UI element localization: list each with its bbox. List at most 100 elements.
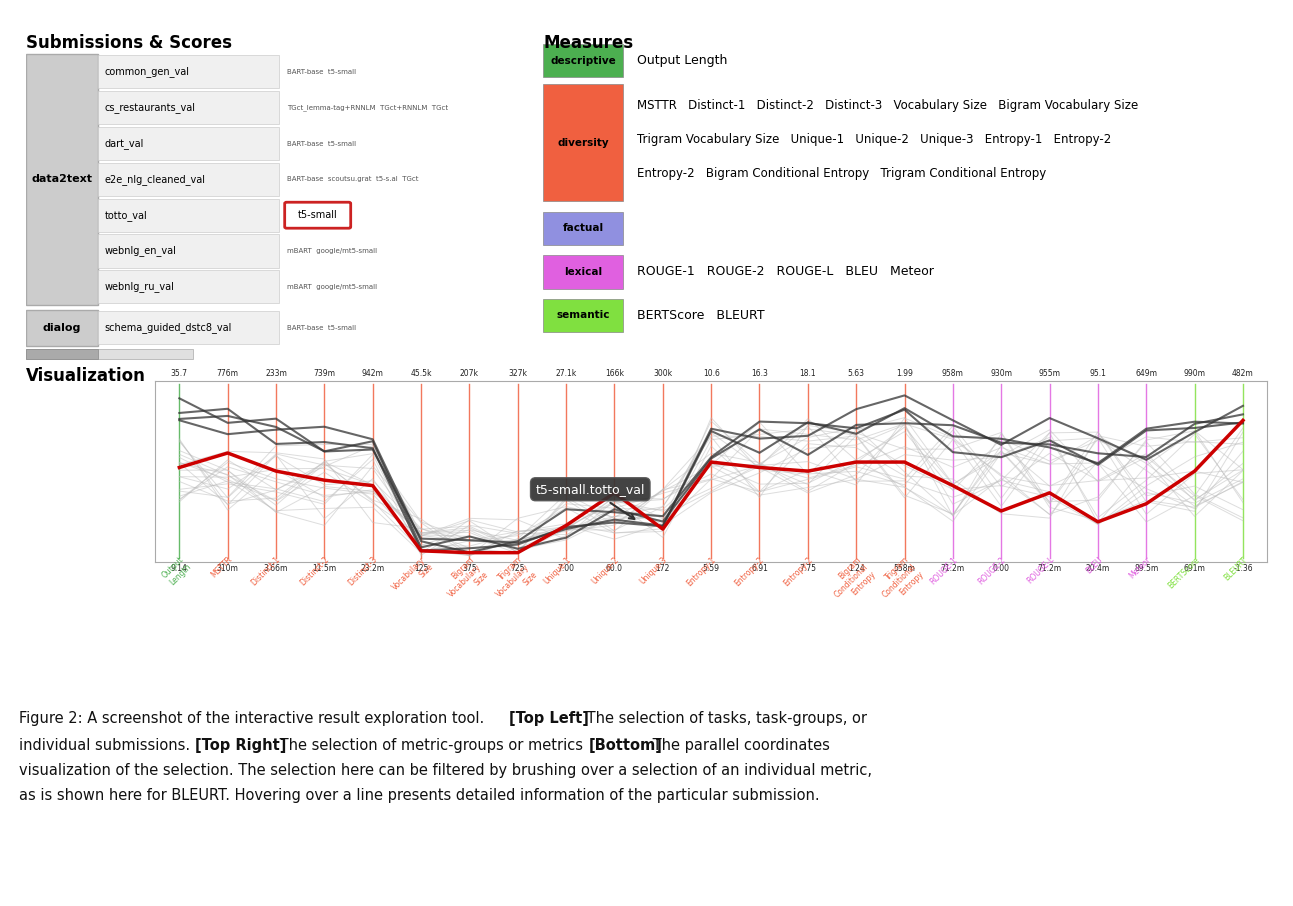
Text: BERTScore: BERTScore <box>1166 555 1201 590</box>
Text: Trigram
Vocabulary
Size: Trigram Vocabulary Size <box>487 555 539 606</box>
Text: visualization of the selection. The selection here can be filtered by brushing o: visualization of the selection. The sele… <box>19 763 873 778</box>
Text: dart_val: dart_val <box>105 138 145 149</box>
Text: totto_val: totto_val <box>105 210 147 221</box>
Text: individual submissions.: individual submissions. <box>19 738 195 754</box>
Text: 16.3: 16.3 <box>751 369 768 378</box>
Text: 310m: 310m <box>217 564 239 573</box>
Text: 942m: 942m <box>362 369 384 378</box>
Text: Unique-1: Unique-1 <box>542 555 573 586</box>
Bar <box>26 349 194 359</box>
Text: ROUGE-1   ROUGE-2   ROUGE-L   BLEU   Meteor: ROUGE-1 ROUGE-2 ROUGE-L BLEU Meteor <box>637 265 934 278</box>
Text: BART-base  scoutsu.grat  t5-s.al  TGct: BART-base scoutsu.grat t5-s.al TGct <box>287 177 418 182</box>
Text: Trigram
Conditional
Entropy: Trigram Conditional Entropy <box>874 555 926 607</box>
Text: The selection of metric-groups or metrics: The selection of metric-groups or metric… <box>275 738 588 754</box>
Text: t5-small: t5-small <box>297 210 337 220</box>
Bar <box>543 299 623 333</box>
Text: Figure 2: A screenshot of the interactive result exploration tool.: Figure 2: A screenshot of the interactiv… <box>19 711 489 727</box>
Bar <box>543 43 623 78</box>
Text: BART-base  t5-small: BART-base t5-small <box>287 324 356 331</box>
Text: 11.5m: 11.5m <box>313 564 336 573</box>
Text: 930m: 930m <box>990 369 1012 378</box>
Text: mBART  google/mt5-small: mBART google/mt5-small <box>287 284 376 290</box>
Text: 71.2m: 71.2m <box>941 564 965 573</box>
Bar <box>26 54 98 304</box>
Bar <box>98 311 279 344</box>
Text: The parallel coordinates: The parallel coordinates <box>648 738 830 754</box>
Text: BLEU: BLEU <box>1084 555 1104 575</box>
Text: cs_restaurants_val: cs_restaurants_val <box>105 102 195 113</box>
Text: diversity: diversity <box>557 138 609 148</box>
Text: 71.2m: 71.2m <box>1037 564 1062 573</box>
Text: Distinct-2: Distinct-2 <box>299 555 331 588</box>
Text: [Bottom]: [Bottom] <box>590 738 663 754</box>
Text: Meteor: Meteor <box>1127 555 1152 581</box>
Text: 172: 172 <box>656 564 670 573</box>
Text: 958m: 958m <box>941 369 963 378</box>
Text: webnlg_ru_val: webnlg_ru_val <box>105 282 175 293</box>
Text: 5.59: 5.59 <box>702 564 720 573</box>
Text: 18.1: 18.1 <box>799 369 816 378</box>
Text: common_gen_val: common_gen_val <box>105 66 190 77</box>
Text: 5.63: 5.63 <box>848 369 865 378</box>
Text: Visualization: Visualization <box>26 367 146 385</box>
Text: Entropy-2: Entropy-2 <box>733 555 765 588</box>
Text: descriptive: descriptive <box>550 55 615 66</box>
Text: 955m: 955m <box>1038 369 1060 378</box>
Text: data2text: data2text <box>31 174 92 185</box>
Text: Bigram
Conditional
Entropy: Bigram Conditional Entropy <box>825 555 877 607</box>
Bar <box>98 92 279 124</box>
Text: e2e_nlg_cleaned_val: e2e_nlg_cleaned_val <box>105 174 206 185</box>
Text: 125: 125 <box>414 564 428 573</box>
Text: 482m: 482m <box>1232 369 1254 378</box>
Text: MSTTR: MSTTR <box>209 555 234 580</box>
Text: 45.5k: 45.5k <box>410 369 432 378</box>
Text: ROUGE-1: ROUGE-1 <box>928 555 959 586</box>
Bar <box>543 255 623 289</box>
Text: Entropy-2   Bigram Conditional Entropy   Trigram Conditional Entropy: Entropy-2 Bigram Conditional Entropy Tri… <box>637 167 1046 179</box>
Text: lexical: lexical <box>564 267 603 277</box>
Text: 691m: 691m <box>1183 564 1205 573</box>
Text: BART-base  t5-small: BART-base t5-small <box>287 69 356 75</box>
FancyBboxPatch shape <box>284 202 350 228</box>
Text: 3.66m: 3.66m <box>264 564 288 573</box>
Text: 6.91: 6.91 <box>751 564 768 573</box>
Text: 776m: 776m <box>217 369 239 378</box>
Text: 990m: 990m <box>1183 369 1205 378</box>
Text: MSTTR   Distinct-1   Distinct-2   Distinct-3   Vocabulary Size   Bigram Vocabula: MSTTR Distinct-1 Distinct-2 Distinct-3 V… <box>637 100 1138 112</box>
Text: Output
Length: Output Length <box>160 555 193 588</box>
Text: [Top Left]: [Top Left] <box>509 711 588 727</box>
Text: 23.2m: 23.2m <box>361 564 385 573</box>
Text: 375: 375 <box>462 564 477 573</box>
Text: Vocabulary
Size: Vocabulary Size <box>390 555 434 599</box>
Text: 207k: 207k <box>460 369 478 378</box>
Text: 166k: 166k <box>605 369 625 378</box>
Text: BERTScore   BLEURT: BERTScore BLEURT <box>637 309 765 322</box>
Text: Unique-2: Unique-2 <box>590 555 621 586</box>
Text: webnlg_en_val: webnlg_en_val <box>105 246 177 256</box>
Bar <box>543 211 623 245</box>
Text: Trigram Vocabulary Size   Unique-1   Unique-2   Unique-3   Entropy-1   Entropy-2: Trigram Vocabulary Size Unique-1 Unique-… <box>637 133 1112 146</box>
Bar <box>98 235 279 267</box>
Text: 725: 725 <box>511 564 525 573</box>
Text: 7.75: 7.75 <box>799 564 816 573</box>
Bar <box>98 163 279 196</box>
Text: 327k: 327k <box>508 369 528 378</box>
Text: semantic: semantic <box>556 311 609 321</box>
Text: as is shown here for BLEURT. Hovering over a line presents detailed information : as is shown here for BLEURT. Hovering ov… <box>19 788 820 804</box>
Text: 20.4m: 20.4m <box>1086 564 1111 573</box>
Bar <box>98 127 279 160</box>
Bar <box>26 310 98 346</box>
Text: The selection of tasks, task-groups, or: The selection of tasks, task-groups, or <box>582 711 866 727</box>
Text: Entropy-2: Entropy-2 <box>781 555 815 588</box>
Text: 60.0: 60.0 <box>606 564 623 573</box>
Text: 27.1k: 27.1k <box>556 369 577 378</box>
Text: 300k: 300k <box>653 369 672 378</box>
Text: Distinct-3: Distinct-3 <box>347 555 379 588</box>
Text: Bigram
Vocabulary
Size: Bigram Vocabulary Size <box>440 555 490 606</box>
Text: t5-small.totto_val: t5-small.totto_val <box>535 483 645 519</box>
Text: Measures: Measures <box>543 34 634 52</box>
Bar <box>26 349 98 359</box>
Text: 35.7: 35.7 <box>171 369 187 378</box>
Text: BLEURT: BLEURT <box>1222 555 1249 582</box>
Text: 233m: 233m <box>265 369 287 378</box>
